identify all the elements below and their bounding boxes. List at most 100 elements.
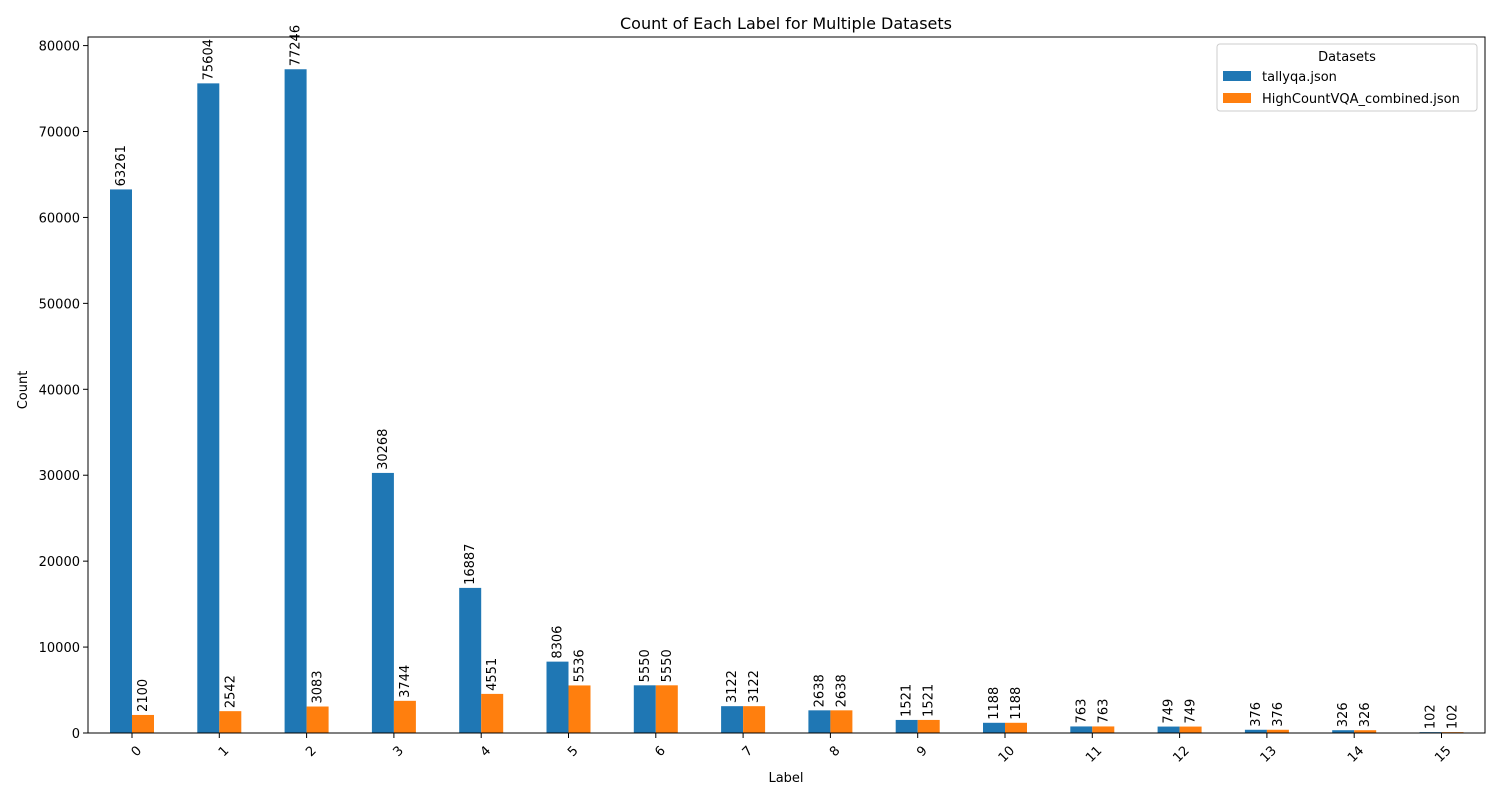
bar-tallyqa-14 xyxy=(1332,730,1355,733)
bar-highcount-3 xyxy=(393,700,416,733)
bars-layer xyxy=(110,69,1464,734)
bar-highcount-12 xyxy=(1179,726,1202,733)
data-label-highcount-5: 5536 xyxy=(573,649,588,682)
y-tick-label: 50000 xyxy=(39,297,80,312)
data-label-highcount-13: 376 xyxy=(1271,702,1286,727)
bar-highcount-10 xyxy=(1005,722,1027,733)
data-label-highcount-7: 3122 xyxy=(747,670,762,703)
x-tick-label: 5 xyxy=(565,743,581,759)
bar-highcount-11 xyxy=(1092,726,1115,733)
data-label-tallyqa-8: 2638 xyxy=(812,674,827,707)
data-label-highcount-9: 1521 xyxy=(922,684,937,717)
data-label-tallyqa-5: 8306 xyxy=(551,626,566,659)
legend-swatch-tallyqa xyxy=(1223,71,1251,81)
x-tick-label: 7 xyxy=(740,743,756,759)
bar-tallyqa-9 xyxy=(895,719,918,733)
x-tick-label: 0 xyxy=(129,743,145,759)
bar-tallyqa-1 xyxy=(197,83,220,734)
bar-tallyqa-4 xyxy=(459,587,482,733)
x-tick-label: 3 xyxy=(390,743,406,759)
bar-highcount-2 xyxy=(306,706,329,733)
y-tick-label: 70000 xyxy=(39,126,80,141)
data-label-tallyqa-0: 63261 xyxy=(114,145,129,186)
data-label-tallyqa-4: 16887 xyxy=(463,544,478,585)
data-label-tallyqa-12: 749 xyxy=(1162,699,1177,724)
data-label-highcount-6: 5550 xyxy=(660,649,675,682)
chart-title: Count of Each Label for Multiple Dataset… xyxy=(620,14,952,33)
data-label-highcount-8: 2638 xyxy=(834,674,849,707)
bar-highcount-5 xyxy=(568,685,591,733)
x-tick-label: 6 xyxy=(652,743,668,759)
data-label-tallyqa-11: 763 xyxy=(1074,699,1089,724)
legend-label-highcount: HighCountVQA_combined.json xyxy=(1262,92,1460,107)
legend-frame xyxy=(1216,43,1478,112)
data-label-highcount-11: 763 xyxy=(1096,699,1111,724)
bar-highcount-0 xyxy=(132,714,154,733)
y-tick-label: 30000 xyxy=(39,469,80,484)
y-tick-label: 40000 xyxy=(39,383,80,398)
bar-tallyqa-11 xyxy=(1070,726,1093,733)
y-tick-label: 0 xyxy=(72,727,80,742)
x-tick-label: 14 xyxy=(1345,743,1367,765)
legend-title: Datasets xyxy=(1318,50,1376,65)
legend: Datasets tallyqa.json HighCountVQA_combi… xyxy=(1216,43,1478,112)
bar-highcount-6 xyxy=(655,685,678,733)
bar-highcount-7 xyxy=(743,706,766,733)
x-tick-label: 11 xyxy=(1083,743,1105,765)
y-tick-label: 60000 xyxy=(39,211,80,226)
bar-tallyqa-12 xyxy=(1157,726,1180,733)
bar-highcount-1 xyxy=(219,711,242,733)
data-label-highcount-3: 3744 xyxy=(398,665,413,698)
data-label-tallyqa-2: 77246 xyxy=(289,25,304,66)
data-label-highcount-1: 2542 xyxy=(223,675,238,708)
x-tick-label: 1 xyxy=(216,743,232,759)
data-label-tallyqa-1: 75604 xyxy=(201,39,216,80)
axes-layer: 0 10000 20000 30000 40000 50000 60000 70000 8000… xyxy=(39,36,1486,766)
y-axis-label: Count xyxy=(16,371,31,410)
bar-tallyqa-6 xyxy=(633,685,656,733)
legend-swatch-highcount xyxy=(1223,93,1251,103)
data-label-tallyqa-13: 376 xyxy=(1249,702,1264,727)
x-tick-label: 12 xyxy=(1170,743,1192,765)
bar-tallyqa-3 xyxy=(371,472,394,733)
bar-tallyqa-10 xyxy=(983,722,1005,733)
data-labels-layer: 63261 75604 77246 30268 16887 8306 5550 3122 263… xyxy=(114,25,1461,729)
x-tick-label: 13 xyxy=(1258,743,1280,765)
data-label-tallyqa-14: 326 xyxy=(1336,702,1351,727)
x-tick-label: 9 xyxy=(914,743,930,759)
bar-highcount-9 xyxy=(917,719,940,733)
data-label-tallyqa-3: 30268 xyxy=(376,429,391,470)
x-tick-label: 4 xyxy=(478,743,494,759)
x-tick-label: 15 xyxy=(1432,743,1454,765)
x-axis-label: Label xyxy=(768,771,803,786)
data-label-tallyqa-9: 1521 xyxy=(900,684,915,717)
bar-highcount-13 xyxy=(1266,729,1289,733)
data-label-highcount-10: 1188 xyxy=(1009,687,1024,720)
data-label-highcount-4: 4551 xyxy=(485,658,500,691)
bar-highcount-14 xyxy=(1354,730,1377,733)
y-tick-label: 20000 xyxy=(39,555,80,570)
data-label-tallyqa-6: 5550 xyxy=(638,649,653,682)
bar-tallyqa-13 xyxy=(1244,729,1267,733)
bar-highcount-8 xyxy=(830,710,853,733)
plot-frame xyxy=(87,36,1486,734)
data-label-highcount-0: 2100 xyxy=(136,679,151,712)
data-label-highcount-14: 326 xyxy=(1358,702,1373,727)
bar-tallyqa-5 xyxy=(546,661,569,733)
data-label-highcount-12: 749 xyxy=(1184,699,1199,724)
data-label-highcount-2: 3083 xyxy=(311,670,326,703)
data-label-highcount-15: 102 xyxy=(1446,704,1461,729)
x-tick-label: 8 xyxy=(827,743,843,759)
x-tick-label: 2 xyxy=(303,743,319,759)
data-label-tallyqa-10: 1188 xyxy=(987,687,1002,720)
bar-tallyqa-8 xyxy=(808,710,831,733)
bar-tallyqa-0 xyxy=(110,189,132,733)
data-label-tallyqa-15: 102 xyxy=(1424,704,1439,729)
bar-tallyqa-7 xyxy=(721,706,744,733)
bar-tallyqa-2 xyxy=(284,69,307,733)
y-tick-label: 10000 xyxy=(39,641,80,656)
x-tick-label: 10 xyxy=(996,743,1018,765)
y-tick-label: 80000 xyxy=(39,40,80,55)
bar-highcount-4 xyxy=(481,693,504,733)
